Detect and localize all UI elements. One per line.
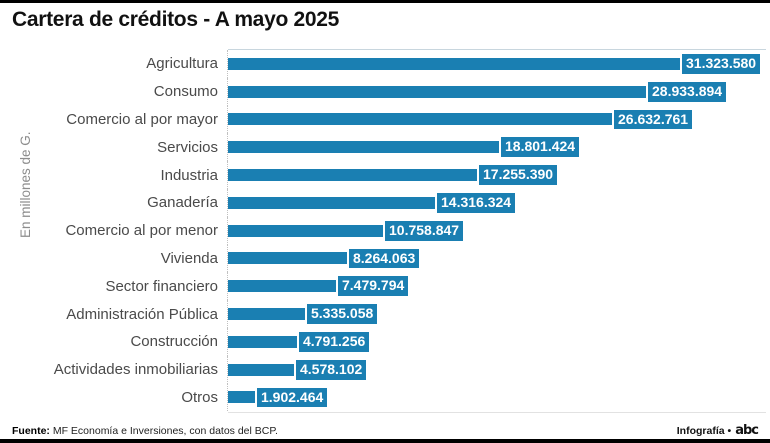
plot-top-border <box>228 49 766 50</box>
chart-title: Cartera de créditos - A mayo 2025 <box>12 8 340 31</box>
source-prefix: Fuente: <box>12 425 50 437</box>
bar-chart: Agricultura 31.323.580 Consumo 28.933.89… <box>0 48 770 413</box>
value-badge: 8.264.063 <box>349 248 420 269</box>
category-label: Sector financiero <box>105 277 218 295</box>
category-label: Administración Pública <box>66 305 218 323</box>
bar-row: Construcción 4.791.256 <box>0 327 770 356</box>
bar-row: Administración Pública 5.335.058 <box>0 300 770 328</box>
bar-track: 18.801.424 <box>227 133 770 162</box>
category-label: Industria <box>160 166 218 184</box>
bar-track: 14.316.324 <box>227 188 770 217</box>
abc-logo: abc <box>735 423 759 438</box>
source-note: Fuente: MF Economía e Inversiones, con d… <box>12 425 278 437</box>
bar-row: Consumo 28.933.894 <box>0 77 770 106</box>
bar-row: Otros 1.902.464 <box>0 383 770 412</box>
bar-row: Sector financiero 7.479.794 <box>0 272 770 301</box>
value-badge: 10.758.847 <box>385 220 464 241</box>
value-badge: 17.255.390 <box>479 165 558 185</box>
bar-row: Vivienda 8.264.063 <box>0 244 770 273</box>
bar <box>228 141 499 154</box>
value-badge: 1.902.464 <box>257 387 328 408</box>
y-axis-label: En millones de G. <box>18 131 33 239</box>
bar <box>228 169 477 182</box>
bar-track: 4.791.256 <box>227 327 770 356</box>
bar-row: Comercio al por menor 10.758.847 <box>0 216 770 245</box>
bar <box>228 252 347 265</box>
value-badge: 4.791.256 <box>299 332 370 352</box>
value-badge: 26.632.761 <box>614 109 693 130</box>
top-rule <box>0 0 770 3</box>
bar-track: 7.479.794 <box>227 272 770 301</box>
value-badge: 7.479.794 <box>338 276 409 297</box>
bar-rows: Agricultura 31.323.580 Consumo 28.933.89… <box>0 50 770 412</box>
value-badge: 5.335.058 <box>307 304 378 324</box>
bar-track: 4.578.102 <box>227 355 770 384</box>
bar <box>228 224 383 237</box>
category-label: Servicios <box>157 138 218 156</box>
bar-row: Ganadería 14.316.324 <box>0 188 770 217</box>
bar-row: Comercio al por mayor 26.632.761 <box>0 105 770 134</box>
credit: Infografía • abc <box>676 423 759 438</box>
bar-track: 1.902.464 <box>227 383 770 412</box>
footer: Fuente: MF Economía e Inversiones, con d… <box>0 424 770 437</box>
source-text: MF Economía e Inversiones, con datos del… <box>49 425 278 437</box>
category-label: Consumo <box>153 83 218 101</box>
category-label: Actividades inmobiliarias <box>53 361 218 379</box>
value-badge: 28.933.894 <box>648 81 727 102</box>
bar-track: 5.335.058 <box>227 300 770 328</box>
bar-row: Industria 17.255.390 <box>0 161 770 189</box>
plot-bottom-border <box>228 412 766 413</box>
bar <box>228 57 680 70</box>
bar <box>228 391 255 404</box>
value-badge: 31.323.580 <box>682 54 761 74</box>
category-label: Ganadería <box>147 194 218 212</box>
bar <box>228 308 305 321</box>
bar-track: 17.255.390 <box>227 161 770 189</box>
bar <box>228 363 294 376</box>
credit-text: Infografía • <box>676 424 732 437</box>
bar-track: 26.632.761 <box>227 105 770 134</box>
bar <box>228 113 612 126</box>
bar-row: Servicios 18.801.424 <box>0 133 770 162</box>
bar-track: 28.933.894 <box>227 77 770 106</box>
bar <box>228 196 435 209</box>
value-badge: 4.578.102 <box>296 359 367 380</box>
value-badge: 14.316.324 <box>437 193 516 213</box>
category-label: Construcción <box>130 333 218 351</box>
bar-track: 8.264.063 <box>227 244 770 273</box>
bar <box>228 335 297 348</box>
bar <box>228 85 646 98</box>
bar-row: Agricultura 31.323.580 <box>0 50 770 78</box>
category-label: Comercio al por menor <box>65 222 218 240</box>
bar-row: Actividades inmobiliarias 4.578.102 <box>0 355 770 384</box>
bar <box>228 280 336 293</box>
value-badge: 18.801.424 <box>501 137 580 158</box>
bar-track: 31.323.580 <box>227 50 770 78</box>
category-label: Otros <box>181 388 218 406</box>
category-label: Comercio al por mayor <box>66 110 218 128</box>
category-label: Vivienda <box>160 249 218 267</box>
category-label: Agricultura <box>146 55 218 73</box>
bar-track: 10.758.847 <box>227 216 770 245</box>
bottom-rule <box>0 439 770 443</box>
